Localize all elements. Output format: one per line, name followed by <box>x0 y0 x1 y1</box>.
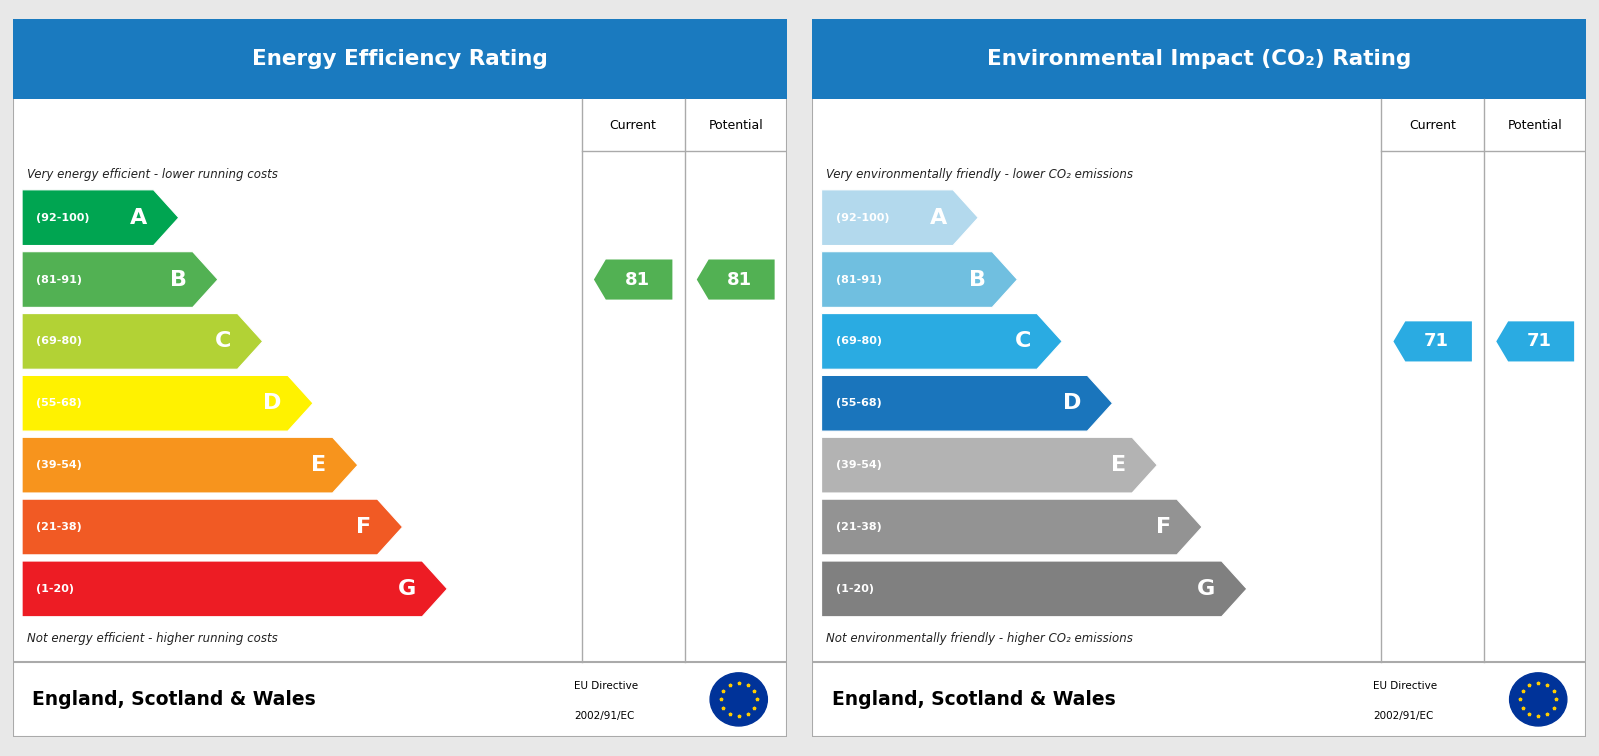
Text: Not environmentally friendly - higher CO₂ emissions: Not environmentally friendly - higher CO… <box>827 632 1134 645</box>
Text: B: B <box>969 270 987 290</box>
Circle shape <box>1509 673 1567 726</box>
Text: A: A <box>130 208 147 228</box>
Text: (21-38): (21-38) <box>836 522 881 532</box>
Text: 2002/91/EC: 2002/91/EC <box>1374 711 1434 721</box>
Polygon shape <box>22 376 313 431</box>
Text: (55-68): (55-68) <box>836 398 881 408</box>
Text: E: E <box>1111 455 1126 475</box>
Text: (81-91): (81-91) <box>37 274 82 284</box>
Text: G: G <box>1198 579 1215 599</box>
Text: England, Scotland & Wales: England, Scotland & Wales <box>32 690 317 709</box>
Text: (55-68): (55-68) <box>37 398 82 408</box>
Circle shape <box>710 673 768 726</box>
Text: EU Directive: EU Directive <box>1374 681 1438 691</box>
Text: 81: 81 <box>625 271 649 289</box>
Text: C: C <box>214 331 232 352</box>
Text: (69-80): (69-80) <box>836 336 881 346</box>
Polygon shape <box>22 437 358 493</box>
Text: F: F <box>1156 517 1170 537</box>
Text: G: G <box>398 579 416 599</box>
Text: D: D <box>1063 393 1081 414</box>
Polygon shape <box>822 499 1202 555</box>
Polygon shape <box>1495 321 1575 362</box>
Text: (81-91): (81-91) <box>836 274 881 284</box>
Text: D: D <box>264 393 281 414</box>
Text: EU Directive: EU Directive <box>574 681 638 691</box>
Text: England, Scotland & Wales: England, Scotland & Wales <box>831 690 1116 709</box>
Text: (1-20): (1-20) <box>37 584 74 594</box>
Text: (21-38): (21-38) <box>37 522 82 532</box>
Text: C: C <box>1014 331 1031 352</box>
Polygon shape <box>22 314 262 369</box>
Text: 81: 81 <box>728 271 752 289</box>
Text: (39-54): (39-54) <box>37 460 82 470</box>
Text: F: F <box>357 517 371 537</box>
Polygon shape <box>22 252 217 308</box>
Text: 2002/91/EC: 2002/91/EC <box>574 711 635 721</box>
Text: A: A <box>929 208 947 228</box>
Text: (69-80): (69-80) <box>37 336 82 346</box>
Text: (1-20): (1-20) <box>836 584 873 594</box>
Text: Current: Current <box>1409 119 1457 132</box>
Polygon shape <box>822 314 1062 369</box>
Text: Very energy efficient - lower running costs: Very energy efficient - lower running co… <box>27 168 278 181</box>
Text: Current: Current <box>609 119 657 132</box>
Text: (92-100): (92-100) <box>836 212 889 223</box>
Polygon shape <box>593 259 673 300</box>
Text: Not energy efficient - higher running costs: Not energy efficient - higher running co… <box>27 632 278 645</box>
Polygon shape <box>822 437 1158 493</box>
Polygon shape <box>22 190 179 246</box>
Bar <box>812 19 1586 99</box>
Polygon shape <box>822 252 1017 308</box>
Text: (39-54): (39-54) <box>836 460 881 470</box>
Text: 71: 71 <box>1527 333 1551 351</box>
Bar <box>13 19 787 99</box>
Text: Very environmentally friendly - lower CO₂ emissions: Very environmentally friendly - lower CO… <box>827 168 1134 181</box>
Text: Potential: Potential <box>708 119 763 132</box>
Polygon shape <box>822 190 979 246</box>
Polygon shape <box>22 561 448 617</box>
Text: B: B <box>169 270 187 290</box>
Polygon shape <box>696 259 776 300</box>
Text: Environmental Impact (CO₂) Rating: Environmental Impact (CO₂) Rating <box>987 49 1412 69</box>
Text: 71: 71 <box>1425 333 1449 351</box>
Text: Energy Efficiency Rating: Energy Efficiency Rating <box>253 49 547 69</box>
Text: Potential: Potential <box>1508 119 1562 132</box>
Polygon shape <box>22 499 403 555</box>
Text: E: E <box>312 455 326 475</box>
Polygon shape <box>822 561 1247 617</box>
Text: (92-100): (92-100) <box>37 212 90 223</box>
Polygon shape <box>822 376 1113 431</box>
Polygon shape <box>1393 321 1473 362</box>
